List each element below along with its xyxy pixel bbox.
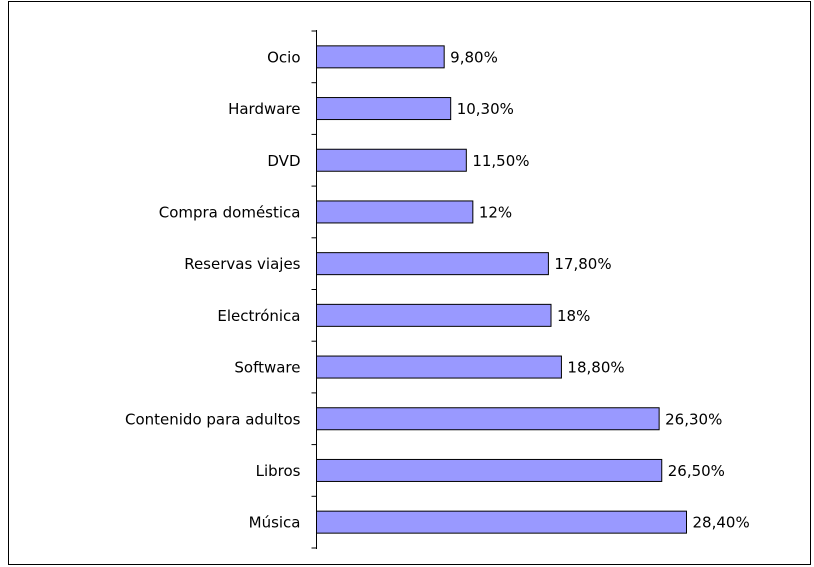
y-tick-label: Ocio xyxy=(267,48,300,66)
data-label: 12% xyxy=(479,203,512,221)
bar xyxy=(316,45,445,69)
data-label: 26,30% xyxy=(665,410,722,428)
bar xyxy=(316,407,660,431)
bar xyxy=(316,148,467,172)
data-label: 18,80% xyxy=(567,359,624,377)
y-tick-label: Software xyxy=(234,359,300,377)
y-tick-label: DVD xyxy=(267,152,300,170)
y-tick-label: Electrónica xyxy=(217,307,300,325)
bar xyxy=(316,510,687,534)
y-tick-label: Reservas viajes xyxy=(184,255,300,273)
bar xyxy=(316,458,663,482)
data-label: 10,30% xyxy=(457,100,514,118)
data-label: 17,80% xyxy=(554,255,611,273)
y-tick-label: Hardware xyxy=(228,100,300,118)
bar xyxy=(316,303,552,327)
data-label: 28,40% xyxy=(693,514,750,532)
bar xyxy=(316,200,474,224)
bar xyxy=(316,97,452,121)
bar xyxy=(316,355,562,379)
y-tick-label: Contenido para adultos xyxy=(125,410,301,428)
data-label: 11,50% xyxy=(472,152,529,170)
data-label: 9,80% xyxy=(450,48,498,66)
y-tick-label: Música xyxy=(249,514,301,532)
bar xyxy=(316,252,549,276)
y-tick-label: Libros xyxy=(256,462,301,480)
data-label: 26,50% xyxy=(668,462,725,480)
data-label: 18% xyxy=(557,307,590,325)
y-tick-label: Compra doméstica xyxy=(159,203,301,221)
